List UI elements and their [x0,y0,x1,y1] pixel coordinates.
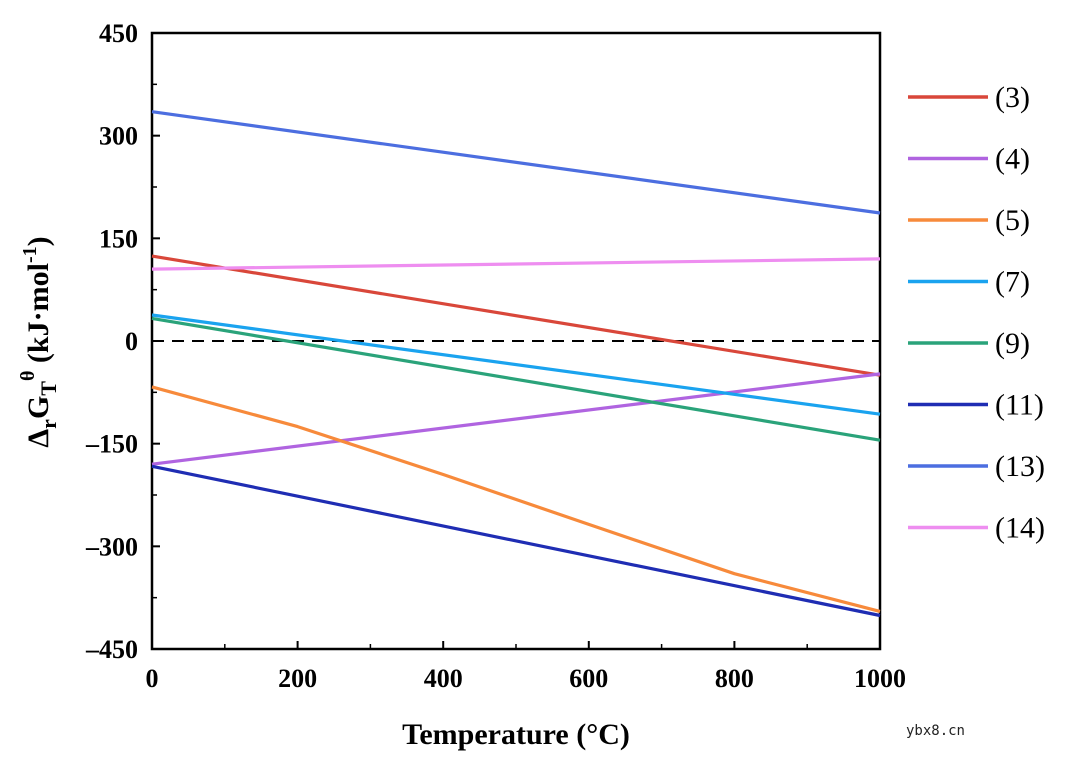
x-axis-title: Temperature (°C) [402,718,630,751]
series-line-4 [151,372,881,466]
ticks-layer: 450 300 150 0 –150 –300 –450 0 200 400 600 800 1000 [85,19,906,693]
series-line-14 [151,257,881,271]
y-tick-label: –150 [85,430,138,459]
x-tick-label: 800 [715,664,754,693]
y-tick-label: –450 [85,635,138,664]
x-tick-label: 0 [146,664,159,693]
y-tick-label: 300 [99,122,138,151]
x-tick-label: 1000 [854,664,906,693]
legend-label-11: (11) [995,389,1044,422]
legend-label-3: (3) [995,81,1030,114]
series-line-5 [151,385,881,613]
series-line-11 [151,464,881,618]
legend-label-9: (9) [995,327,1030,360]
legend-label-7: (7) [995,266,1030,299]
x-tick-label: 600 [569,664,608,693]
legend-label-4: (4) [995,143,1030,176]
y-tick-label: 450 [99,19,138,48]
y-tick-label: –300 [85,532,138,561]
series-line-9 [151,316,881,442]
watermark: ybx8.cn [905,723,965,739]
y-axis-title: ΔrGTθ (kJ·mol-1) [17,236,61,447]
legend-label-14: (14) [995,512,1045,545]
legend-label-5: (5) [995,204,1030,237]
series-line-7 [151,313,881,416]
series-line-13 [151,110,881,215]
series-layer [151,110,881,618]
y-tick-label: 0 [125,327,138,356]
series-line-3 [151,254,881,377]
x-tick-label: 200 [278,664,317,693]
y-tick-label: 150 [99,224,138,253]
legend-label-13: (13) [995,450,1045,483]
legend: (3) (4) (5) (7) (9) (11) (13) (14) [908,81,1045,545]
x-tick-label: 400 [424,664,463,693]
